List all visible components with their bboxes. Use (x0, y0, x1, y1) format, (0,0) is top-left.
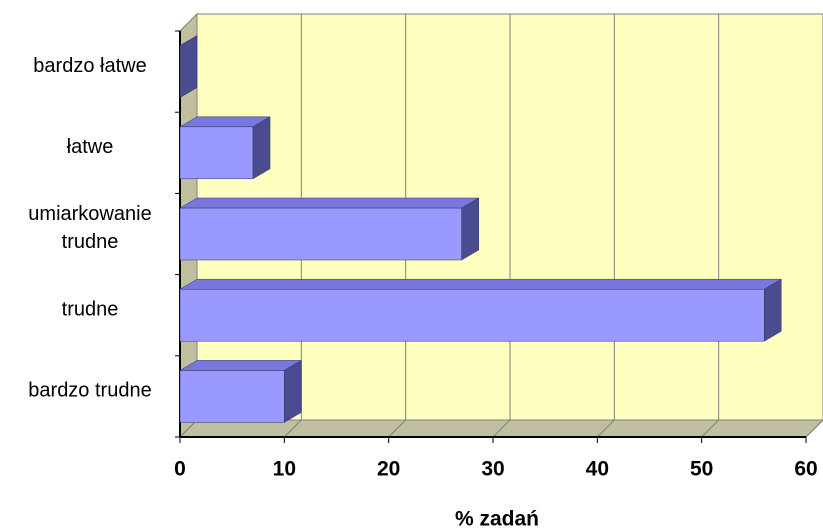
bar-top (179, 360, 303, 371)
x-tick-label: 20 (377, 458, 400, 481)
bar (179, 370, 285, 423)
grid-line (388, 419, 407, 438)
y-tick-label: łatwe (67, 136, 114, 158)
x-tick-label: 10 (273, 458, 296, 481)
x-tick-label: 30 (481, 458, 504, 481)
y-tick-label: bardzo trudne (28, 380, 151, 402)
y-tick-label: trudne (62, 298, 119, 320)
bar (179, 288, 765, 342)
grid-line (805, 419, 823, 438)
y-tick-label: umiarkowanie trudne (28, 203, 151, 253)
y-tick-label: bardzo łatwe (33, 55, 146, 77)
x-tick-label: 60 (794, 458, 817, 481)
bar (179, 207, 462, 261)
bar-side (284, 359, 302, 423)
bar-side (764, 278, 782, 342)
bar (179, 126, 254, 180)
grid-line (283, 419, 302, 438)
bar-side (252, 116, 271, 180)
grid-line (596, 419, 615, 438)
bar-top (179, 278, 783, 290)
x-tick-label: 40 (586, 458, 609, 481)
grid-line (179, 419, 198, 438)
grid-line (701, 419, 720, 438)
bar-side (461, 197, 479, 261)
x-tick-label: 50 (690, 458, 713, 481)
x-axis-title: % zadań (455, 508, 539, 531)
bar-top (179, 197, 480, 209)
grid-line (492, 419, 511, 438)
bar-side (179, 35, 198, 99)
x-tick-label: 0 (174, 458, 186, 481)
